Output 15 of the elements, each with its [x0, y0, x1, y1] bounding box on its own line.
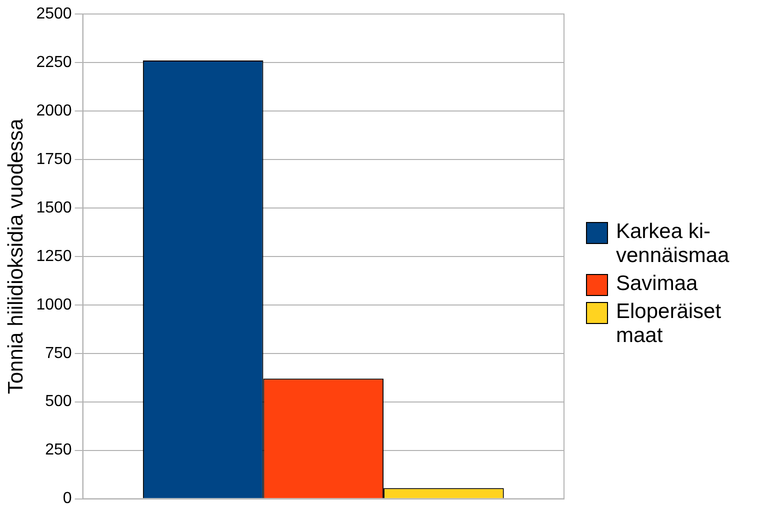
y-axis-title: Tonnia hiilidioksidia vuodessa — [4, 118, 28, 394]
legend-label: Karkea ki-vennäismaa — [616, 220, 730, 268]
y-tick-label: 0 — [62, 490, 72, 508]
y-tick-label: 1500 — [36, 199, 72, 216]
y-tick-label: 500 — [45, 393, 72, 410]
y-tick-label: 250 — [45, 442, 72, 459]
y-tick-label: 2500 — [36, 5, 72, 22]
legend-label: Eloperäiset maat — [616, 300, 722, 348]
legend-label: Savimaa — [616, 272, 699, 296]
y-tick-label: 1750 — [36, 150, 72, 168]
y-tick-label: 1250 — [36, 248, 72, 265]
y-tick-label: 2000 — [36, 102, 72, 120]
y-tick-label: 750 — [45, 344, 72, 362]
y-tick-label: 2250 — [36, 54, 72, 71]
y-tick-label: 1000 — [36, 296, 72, 314]
